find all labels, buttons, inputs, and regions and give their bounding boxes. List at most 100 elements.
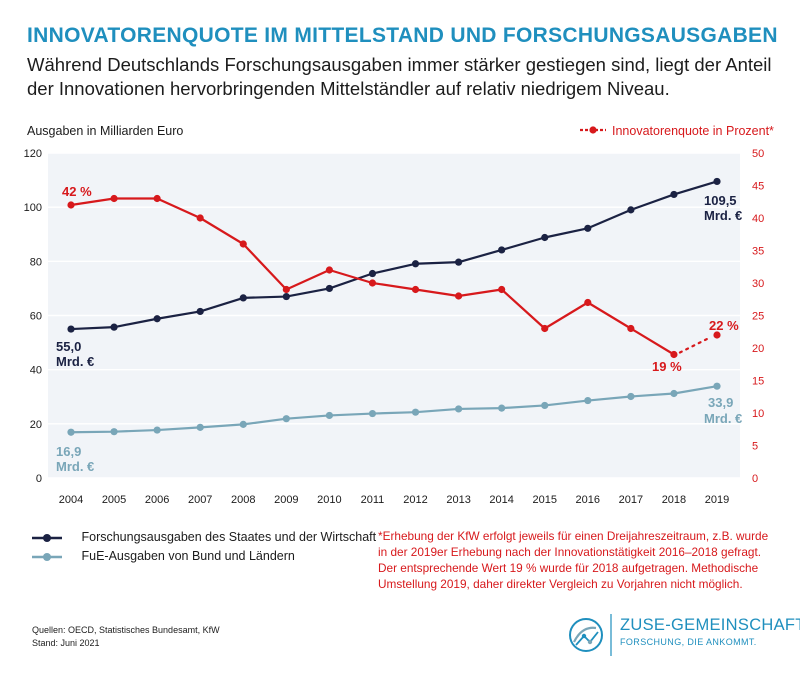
left-axis-ticks: 0 20 40 60 80 100 120	[24, 148, 42, 485]
right-tick-label: 15	[752, 376, 764, 388]
left-tick-label: 40	[30, 365, 42, 377]
data-point	[455, 258, 463, 266]
data-point	[368, 409, 377, 418]
data-point	[411, 285, 420, 294]
right-tick-label: 0	[752, 473, 758, 485]
data-point	[713, 177, 721, 186]
data-point	[110, 428, 118, 436]
data-point	[368, 269, 377, 278]
annotation-red-2019: 22 %	[709, 318, 739, 333]
data-point	[584, 298, 592, 307]
data-point	[67, 325, 75, 333]
series-layer	[67, 177, 721, 436]
right-tick-label: 40	[752, 213, 764, 225]
right-axis-label: Innovatorenquote in Prozent*	[612, 124, 774, 138]
data-point	[627, 392, 635, 401]
data-point	[455, 405, 463, 413]
data-point	[584, 396, 592, 405]
data-point	[196, 214, 204, 222]
x-tick-label: 2004	[59, 494, 83, 506]
left-tick-label: 0	[36, 473, 42, 485]
chart-title: INNOVATORENQUOTE IM MITTELSTAND UND FORS…	[27, 24, 778, 47]
data-point	[670, 389, 678, 398]
x-tick-label: 2013	[446, 494, 470, 506]
annotation-blue-first-value: 16,9	[56, 444, 81, 459]
series-line-0	[70, 180, 718, 331]
x-axis-ticks: 2004 2005 2006 2007 2008 2009 2010 2011 2012 2013…	[59, 494, 729, 506]
legend-blue-label: FuE-Ausgaben von Bund und Ländern	[81, 549, 295, 563]
x-tick-label: 2010	[317, 494, 341, 506]
data-point	[282, 292, 290, 301]
annotation-red-first: 42 %	[62, 184, 92, 199]
left-tick-label: 60	[30, 311, 42, 323]
series-line-1	[70, 385, 718, 434]
series-dotted-extension	[678, 335, 713, 354]
data-point	[541, 233, 549, 242]
annotation-navy-first-value: 55,0	[56, 339, 81, 354]
data-point	[196, 423, 204, 431]
right-tick-label: 20	[752, 343, 764, 355]
sources: Quellen: OECD, Statistisches Bundesamt, …	[32, 624, 220, 650]
left-tick-label: 120	[24, 148, 42, 160]
zuse-logo: ZUSE-GEMEINSCHAFT FORSCHUNG, DIE ANKOMMT…	[560, 612, 800, 658]
chart-svg: 0 20 40 60 80 100 120 0 5 10 15 20 25 30 35 40 45 50 200…	[24, 124, 774, 506]
data-point	[627, 206, 635, 214]
footnote: *Erhebung der KfW erfolgt jeweils für ei…	[378, 529, 769, 591]
data-point	[455, 292, 463, 300]
legend-blue-marker	[32, 552, 62, 561]
legend-item-blue: FuE-Ausgaben von Bund und Ländern	[30, 549, 295, 563]
gridlines	[48, 152, 740, 479]
x-tick-label: 2018	[662, 494, 686, 506]
data-point	[368, 279, 377, 287]
logo-claim: FORSCHUNG, DIE ANKOMMT.	[620, 637, 757, 647]
logo-mark-icon	[569, 614, 612, 656]
annotation-red-2018: 19 %	[652, 359, 682, 374]
data-point	[541, 401, 549, 410]
annotation-navy-first-unit: Mrd. €	[56, 354, 94, 369]
x-tick-label: 2005	[102, 494, 126, 506]
data-point	[153, 194, 161, 203]
legend-item-navy: Forschungsausgaben des Staates und der W…	[30, 530, 376, 544]
data-point	[239, 420, 247, 428]
data-point	[584, 224, 592, 232]
right-tick-label: 5	[752, 441, 758, 453]
x-tick-label: 2008	[231, 494, 255, 506]
x-tick-label: 2016	[576, 494, 600, 506]
right-tick-label: 35	[752, 246, 764, 258]
data-point	[282, 415, 290, 423]
right-tick-label: 30	[752, 278, 764, 290]
right-legend-marker	[589, 126, 597, 134]
data-point	[713, 382, 721, 390]
data-point	[541, 324, 549, 333]
data-point	[153, 315, 161, 323]
x-tick-label: 2006	[145, 494, 169, 506]
x-tick-label: 2014	[489, 494, 513, 506]
x-tick-label: 2011	[361, 494, 385, 506]
data-point	[627, 324, 635, 333]
sources-line: Quellen: OECD, Statistisches Bundesamt, …	[32, 625, 220, 635]
legend-navy-label: Forschungsausgaben des Staates und der W…	[81, 530, 377, 544]
annotation-navy-last-unit: Mrd. €	[704, 208, 742, 223]
data-point	[498, 285, 506, 294]
right-tick-label: 10	[752, 408, 764, 420]
left-tick-label: 20	[30, 419, 42, 431]
data-point	[670, 190, 678, 199]
left-tick-label: 100	[24, 202, 42, 214]
data-point	[498, 246, 506, 254]
x-tick-label: 2015	[532, 494, 556, 506]
left-tick-label: 80	[30, 256, 42, 268]
right-axis-legend: Innovatorenquote in Prozent*	[580, 124, 774, 138]
right-tick-label: 45	[752, 181, 764, 193]
annotation-blue-first-unit: Mrd. €	[56, 459, 94, 474]
x-tick-label: 2019	[705, 494, 729, 506]
data-point	[67, 201, 75, 209]
data-point	[282, 285, 290, 294]
right-tick-label: 50	[752, 148, 764, 160]
data-point	[239, 240, 247, 248]
data-point	[67, 428, 75, 436]
data-point	[325, 411, 333, 420]
data-point	[325, 284, 333, 293]
x-tick-label: 2009	[274, 494, 298, 506]
data-point	[670, 350, 678, 359]
data-point	[325, 266, 333, 274]
